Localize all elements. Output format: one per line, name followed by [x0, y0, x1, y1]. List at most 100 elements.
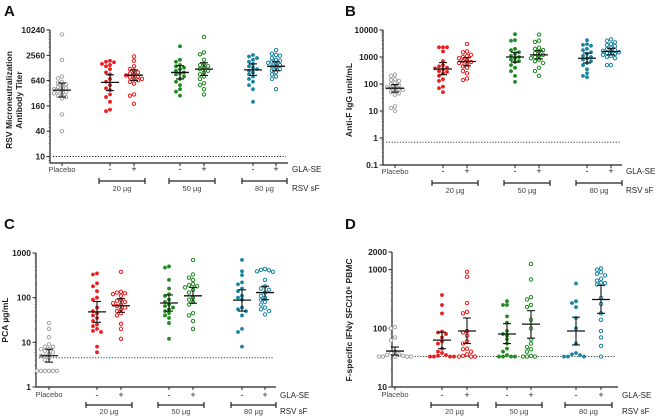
group-5: [244, 53, 262, 104]
adjuvant-plus-label: +: [536, 166, 541, 176]
data-point: [392, 335, 398, 340]
dose-label: 80 µg: [579, 407, 598, 416]
data-point: [528, 347, 534, 352]
data-point: [110, 291, 116, 297]
data-point: [570, 301, 574, 305]
y-tick-label: 640: [31, 76, 45, 86]
data-point: [437, 79, 441, 83]
data-point: [505, 314, 509, 319]
data-point: [528, 277, 534, 282]
data-point: [178, 93, 182, 98]
data-point: [258, 293, 264, 299]
data-point: [594, 267, 600, 272]
data-point: [532, 39, 538, 45]
data-point: [205, 64, 211, 69]
data-point: [95, 326, 99, 331]
data-point: [396, 83, 402, 88]
data-point: [598, 317, 604, 322]
group-2: [456, 41, 476, 83]
data-point: [513, 32, 517, 37]
data-point: [570, 352, 574, 357]
data-point: [528, 56, 534, 61]
data-point: [444, 332, 448, 336]
y-tick-label: 100: [17, 293, 31, 303]
data-point: [95, 271, 99, 276]
data-point: [247, 59, 251, 64]
data-point: [598, 354, 604, 359]
data-point: [436, 349, 440, 354]
data-point: [174, 68, 178, 73]
data-point: [598, 328, 604, 334]
data-point: [108, 58, 112, 63]
data-point: [464, 352, 470, 357]
adjuvant-row-label: GLA-SE: [626, 167, 655, 176]
data-point: [118, 269, 124, 274]
data-point: [566, 354, 570, 359]
data-point: [536, 45, 542, 50]
data-point: [468, 52, 474, 58]
data-point: [509, 38, 513, 43]
data-point: [604, 42, 610, 48]
data-point: [131, 81, 137, 86]
group-0: [384, 72, 406, 114]
data-point: [460, 353, 466, 359]
y-axis-label: PCA µg/mL: [0, 297, 10, 342]
data-point: [104, 86, 108, 91]
data-point: [612, 44, 618, 49]
adjuvant-minus-label: -: [442, 166, 445, 176]
data-point: [262, 277, 268, 283]
data-point: [201, 34, 207, 40]
data-point: [437, 69, 441, 74]
data-point: [408, 354, 414, 359]
data-point: [532, 354, 538, 359]
y-tick-label: 2000: [368, 247, 387, 257]
data-point: [388, 73, 394, 79]
data-point: [277, 53, 283, 58]
data-point: [460, 311, 466, 316]
data-point: [131, 54, 137, 59]
data-point: [46, 368, 52, 374]
data-point: [505, 346, 509, 351]
data-point: [51, 91, 57, 96]
data-point: [452, 354, 456, 359]
dose-label: 50 µg: [510, 407, 529, 416]
data-point: [388, 77, 394, 83]
data-point: [50, 368, 56, 374]
data-point: [532, 54, 538, 60]
data-point: [441, 77, 445, 82]
data-point: [258, 286, 264, 291]
data-point: [201, 86, 207, 92]
adjuvant-plus-label: +: [608, 166, 613, 176]
data-point: [95, 350, 99, 355]
adjuvant-minus-label: -: [252, 164, 255, 174]
data-point: [131, 101, 137, 106]
data-point: [602, 273, 608, 278]
data-point: [167, 277, 171, 282]
data-point: [441, 49, 445, 54]
data-point: [581, 53, 585, 58]
adjuvant-plus-label: +: [262, 390, 267, 400]
dose-label: 80 µg: [244, 407, 263, 416]
y-axis-label-line: RSV Microneutralization: [4, 51, 14, 149]
panel-b: B 0.1 1 10 100 1000 10000 Anti-F IgG unit/mL Pla…: [344, 3, 655, 195]
data-point: [197, 76, 203, 82]
data-point: [440, 293, 444, 297]
data-point: [266, 287, 272, 293]
panel-a: A 10 40 160 640 2560 10240 RSV Microneutralizat…: [4, 3, 321, 193]
data-point: [536, 38, 542, 43]
data-point: [247, 54, 251, 59]
group-6: [254, 266, 276, 317]
data-point: [574, 351, 578, 355]
data-point: [585, 46, 589, 51]
data-point: [528, 294, 534, 300]
y-axis-label: F-specific IFNγ SFC/10⁶ PBMC: [344, 259, 354, 382]
group-3: [497, 299, 517, 359]
data-point: [273, 74, 279, 79]
data-point: [55, 84, 61, 90]
group-2: [123, 54, 145, 106]
adjuvant-row-label: GLA-SE: [292, 165, 321, 174]
data-point: [247, 77, 251, 81]
adjuvant-minus-label: -: [109, 164, 112, 174]
panel-letter: C: [4, 216, 15, 233]
data-point: [178, 57, 182, 62]
